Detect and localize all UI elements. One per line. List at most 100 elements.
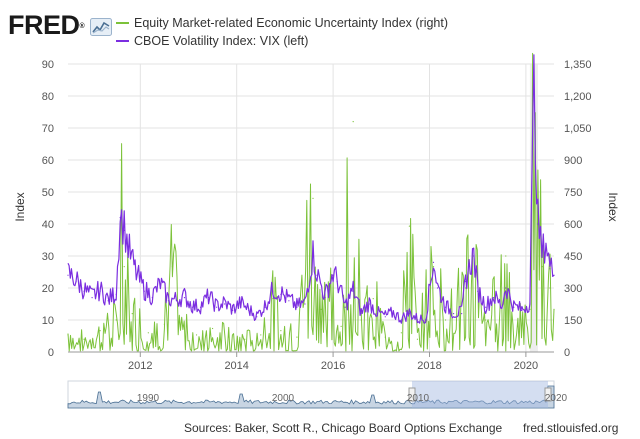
- legend-item-vix[interactable]: CBOE Volatility Index: VIX (left): [116, 32, 448, 50]
- vix-point: [436, 287, 439, 289]
- date-range-navigator[interactable]: 1990 2000 2010 2020: [67, 380, 568, 409]
- emu-point: [408, 225, 411, 227]
- y-left-tick-label: 30: [42, 251, 54, 263]
- vix-point: [167, 300, 170, 302]
- vix-point: [400, 319, 402, 321]
- emu-point: [163, 323, 165, 325]
- emu-point: [272, 298, 274, 300]
- fred-logo[interactable]: FRED®: [8, 8, 113, 44]
- vix-point: [115, 293, 117, 295]
- vix-point: [316, 274, 318, 276]
- y-left-tick-label: 10: [42, 315, 54, 327]
- vix-point: [477, 290, 479, 292]
- emu-point: [195, 334, 198, 336]
- vix-point: [501, 306, 503, 308]
- y-left-tick-label: 90: [42, 59, 54, 71]
- vix-point: [545, 242, 547, 244]
- vix-point: [549, 268, 551, 270]
- series-line-vix: [67, 54, 555, 324]
- navigator-overview: [67, 385, 555, 409]
- vix-point: [533, 89, 535, 91]
- y-right-tick-label: 150: [564, 315, 582, 327]
- vix-point: [416, 319, 419, 321]
- vix-point: [432, 261, 435, 263]
- vix-point: [485, 306, 487, 308]
- vix-point: [360, 313, 362, 315]
- emu-point: [320, 308, 322, 310]
- registered-mark: ®: [79, 23, 85, 30]
- vix-point: [143, 290, 145, 292]
- vix-point: [332, 274, 334, 276]
- vix-point: [312, 255, 314, 257]
- navigator-year-label: 2010: [407, 393, 430, 404]
- line-chart-logo-icon: [90, 18, 112, 36]
- x-tick-label: 2012: [128, 360, 152, 372]
- x-tick-label: 2016: [321, 360, 345, 372]
- vix-point: [91, 297, 93, 299]
- chart-legend: Equity Market-related Economic Uncertain…: [116, 14, 448, 50]
- vix-point: [288, 300, 290, 302]
- vix-point: [127, 249, 129, 251]
- navigator-year-label: 1990: [137, 393, 160, 404]
- y-left-tick-label: 60: [42, 155, 54, 167]
- emu-point: [312, 197, 314, 199]
- emu-point: [372, 298, 374, 300]
- emu-point: [67, 334, 69, 336]
- vix-point: [207, 297, 210, 299]
- y-right-tick-label: 1,350: [564, 59, 592, 71]
- emu-point: [119, 159, 121, 161]
- y-left-tick-label: 0: [48, 347, 54, 359]
- vix-point: [119, 217, 121, 219]
- y-right-tick-label: 1,200: [564, 91, 592, 103]
- emu-point: [432, 266, 435, 268]
- legend-item-emu[interactable]: Equity Market-related Economic Uncertain…: [116, 14, 448, 32]
- y-right-tick-label: 900: [564, 155, 582, 167]
- vix-point: [368, 303, 370, 305]
- vix-point: [216, 306, 218, 308]
- y-left-tick-label: 50: [42, 187, 54, 199]
- navigator-year-label: 2020: [545, 393, 568, 404]
- vix-point: [75, 281, 77, 283]
- navigator-handle-left: [408, 387, 416, 402]
- axes: 0 0 10 150 20 300 30 450 40 600 50 750 60 900 70 1,050 8…: [42, 59, 592, 372]
- navigator-year-label: 2000: [272, 393, 295, 404]
- emu-point: [505, 255, 507, 257]
- y-right-tick-label: 1,050: [564, 123, 592, 135]
- emu-point: [131, 313, 133, 315]
- vix-point: [452, 313, 455, 315]
- emu-point: [384, 336, 386, 338]
- emu-point: [340, 325, 342, 327]
- emu-point: [416, 338, 419, 340]
- vix-point: [541, 255, 543, 257]
- legend-swatch-emu: [116, 22, 129, 24]
- vix-point: [191, 306, 194, 308]
- vix-point: [159, 284, 161, 286]
- site-link[interactable]: fred.stlouisfed.org: [523, 421, 619, 435]
- y-axis-right-label: Index: [606, 192, 620, 221]
- y-left-tick-label: 20: [42, 283, 54, 295]
- y-right-tick-label: 450: [564, 251, 582, 263]
- y-axis-left-label: Index: [13, 192, 27, 221]
- navigator-selection: [412, 381, 548, 408]
- emu-point: [485, 319, 487, 321]
- source-note: Sources: Baker, Scott R., Chicago Board …: [184, 421, 503, 435]
- navigator-handle-right: [544, 387, 552, 402]
- vix-point: [352, 290, 354, 292]
- vix-point: [107, 300, 109, 302]
- vix-point: [408, 313, 411, 315]
- x-tick-label: 2014: [224, 360, 248, 372]
- emu-point: [296, 336, 298, 338]
- y-right-tick-label: 750: [564, 187, 582, 199]
- emu-point: [244, 338, 246, 340]
- emu-point: [360, 319, 362, 321]
- emu-point: [444, 319, 447, 321]
- y-right-tick-label: 0: [564, 347, 570, 359]
- x-tick-label: 2020: [514, 360, 538, 372]
- emu-point: [115, 319, 117, 321]
- vix-point: [344, 306, 346, 308]
- vix-point: [280, 293, 282, 295]
- vix-point: [513, 306, 515, 308]
- vix-point: [272, 290, 274, 292]
- y-right-tick-label: 600: [564, 219, 582, 231]
